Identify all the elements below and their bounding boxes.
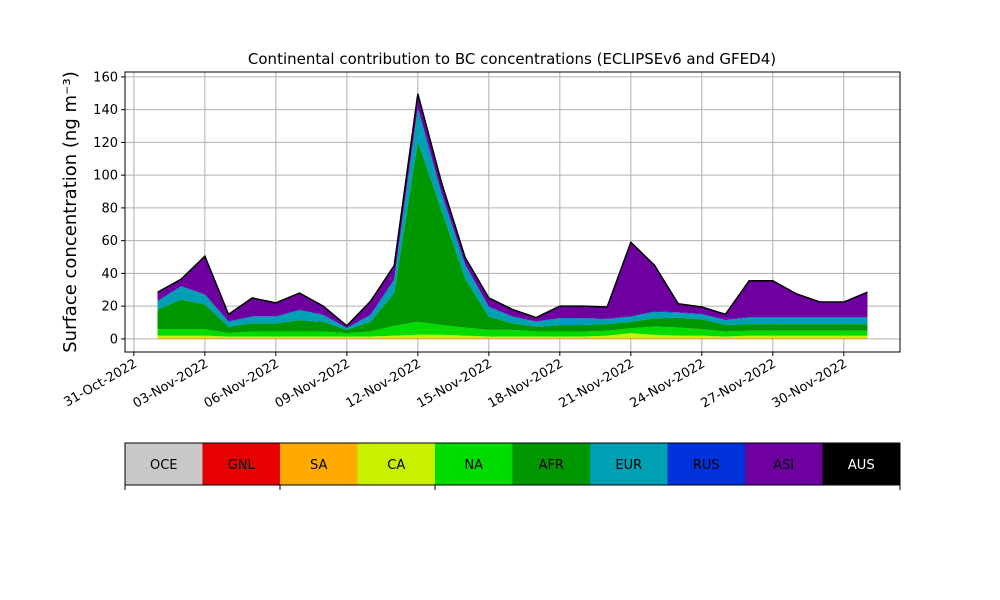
x-tick-label: 18-Nov-2022 xyxy=(486,356,566,411)
x-tick-label: 06-Nov-2022 xyxy=(202,356,282,411)
legend-swatch xyxy=(822,443,900,485)
legend-item: EUR xyxy=(590,443,668,485)
legend-label: AFR xyxy=(539,458,564,473)
legend-item: AUS xyxy=(822,443,900,485)
y-tick-label: 140 xyxy=(93,103,118,118)
legend-item: NA xyxy=(435,443,513,485)
legend: OCE GNL SA CA NA AFR EUR RUS ASI AUS xyxy=(124,442,901,490)
legend-swatch xyxy=(357,443,435,485)
legend-label: CA xyxy=(387,458,405,473)
y-tick-label: 160 xyxy=(93,70,118,85)
legend-label: OCE xyxy=(150,458,178,473)
legend-item: AFR xyxy=(512,443,590,485)
legend-swatch xyxy=(590,443,668,485)
x-tick-label: 24-Nov-2022 xyxy=(628,356,708,411)
legend-item: CA xyxy=(357,443,435,485)
plot-frame xyxy=(124,71,901,353)
area xyxy=(157,333,868,339)
legend-label: RUS xyxy=(693,458,720,473)
x-tick-label: 03-Nov-2022 xyxy=(131,356,211,411)
legend-label: NA xyxy=(464,458,483,473)
x-tick-label: 30-Nov-2022 xyxy=(770,356,850,411)
area xyxy=(157,321,868,337)
x-tick-label: 31-Oct-2022 xyxy=(61,356,139,410)
x-tick-label: 21-Nov-2022 xyxy=(557,356,637,411)
legend-swatch xyxy=(512,443,590,485)
x-tick-label: 27-Nov-2022 xyxy=(699,356,779,411)
legend-swatch xyxy=(202,443,280,485)
legend-item: RUS xyxy=(667,443,745,485)
chart-title: Continental contribution to BC concentra… xyxy=(248,50,776,68)
y-tick-label: 40 xyxy=(101,267,118,282)
legend-label: EUR xyxy=(615,458,642,473)
area xyxy=(157,94,868,328)
legend-label: SA xyxy=(310,458,327,473)
legend-swatch xyxy=(435,443,513,485)
legend-label: AUS xyxy=(848,458,875,473)
y-axis-label: Surface concentration (ng m⁻³) xyxy=(60,71,81,353)
legend-item: GNL xyxy=(202,443,280,485)
y-tick-label: 100 xyxy=(93,169,118,184)
legend-label: ASI xyxy=(773,458,794,473)
y-tick-label: 80 xyxy=(101,201,118,216)
y-tick-label: 20 xyxy=(101,300,118,315)
y-tick-label: 0 xyxy=(110,332,118,347)
x-tick-label: 12-Nov-2022 xyxy=(344,356,424,411)
top-line xyxy=(157,93,868,327)
legend-label: GNL xyxy=(228,458,256,473)
legend-frame xyxy=(124,442,901,486)
x-tick-label: 09-Nov-2022 xyxy=(273,356,353,411)
y-tick-label: 60 xyxy=(101,234,118,249)
legend-swatch xyxy=(667,443,745,485)
legend-item: ASI xyxy=(745,443,823,485)
legend-item: OCE xyxy=(125,443,203,485)
legend-swatch xyxy=(745,443,823,485)
y-tick-label: 120 xyxy=(93,136,118,151)
legend-swatch xyxy=(280,443,358,485)
legend-item: SA xyxy=(280,443,358,485)
x-tick-label: 15-Nov-2022 xyxy=(415,356,495,411)
legend-swatch xyxy=(125,443,203,485)
